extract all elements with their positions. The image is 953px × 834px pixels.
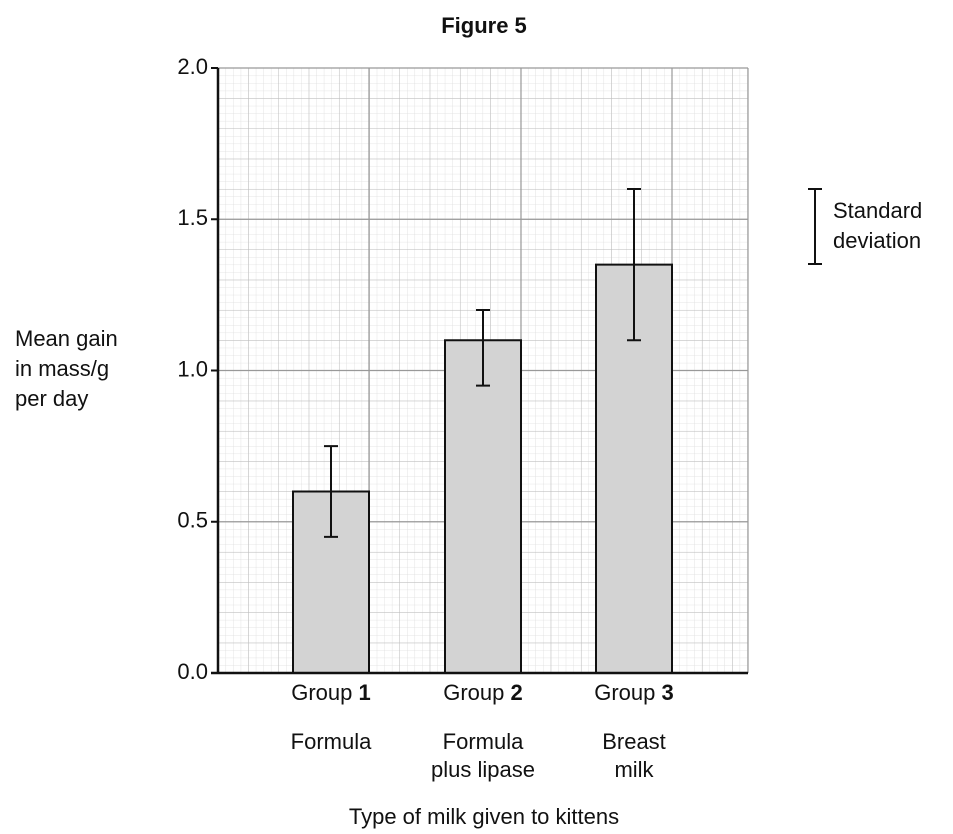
milk-label: Formula [291, 729, 372, 754]
legend-label: Standard [833, 198, 922, 223]
x-axis-label: Type of milk given to kittens [349, 804, 619, 829]
x-tick-label: Group 2 [443, 680, 523, 705]
x-tick-label: Group 1 [291, 680, 371, 705]
group-name: Group [291, 680, 352, 705]
group-name: Group [594, 680, 655, 705]
milk-label: plus lipase [431, 757, 535, 782]
error-bar [476, 309, 490, 387]
milk-label: Formula [443, 729, 524, 754]
group-number: 2 [511, 680, 523, 705]
group-number: 1 [359, 680, 371, 705]
group-name: Group [443, 680, 504, 705]
y-tick-label: 1.0 [177, 356, 208, 381]
bar [444, 339, 522, 674]
y-axis-label: Mean gain [15, 326, 118, 351]
y-axis-label: per day [15, 386, 88, 411]
chart-title: Figure 5 [441, 13, 527, 38]
x-tick-label: Group 3 [594, 680, 674, 705]
y-tick-label: 0.0 [177, 659, 208, 684]
milk-label: Breast [602, 729, 666, 754]
legend-label: deviation [833, 228, 921, 253]
y-tick-label: 2.0 [177, 54, 208, 79]
y-axis-label: in mass/g [15, 356, 109, 381]
group-number: 3 [662, 680, 674, 705]
y-tick-label: 0.5 [177, 508, 208, 533]
milk-label: milk [614, 757, 654, 782]
legend: Standard deviation [808, 188, 922, 265]
error-bar [627, 188, 641, 342]
y-tick-label: 1.5 [177, 205, 208, 230]
error-bar [324, 445, 338, 538]
